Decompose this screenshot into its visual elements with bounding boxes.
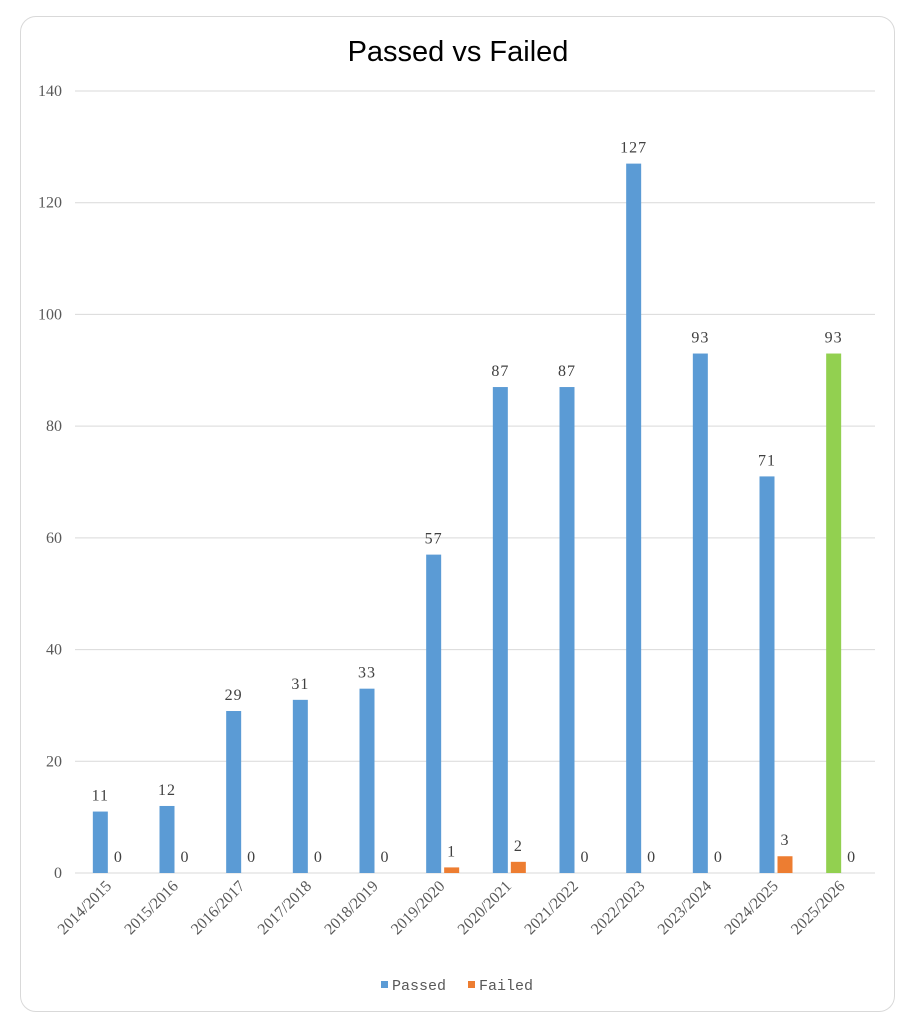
bar-passed [692, 353, 708, 873]
data-label-passed: 127 [620, 140, 647, 157]
legend-swatch-failed [468, 981, 475, 988]
data-label-failed: 2 [514, 838, 523, 855]
data-label-passed: 71 [758, 452, 776, 469]
bar-passed [92, 811, 108, 873]
data-label-passed: 12 [158, 782, 176, 799]
data-label-failed: 3 [781, 832, 790, 849]
data-label-failed: 0 [381, 849, 390, 866]
x-tick-label: 2017/2018 [255, 878, 315, 938]
bar-passed [492, 387, 508, 873]
data-label-failed: 0 [581, 849, 590, 866]
data-label-failed: 0 [847, 849, 856, 866]
bar-passed [559, 387, 575, 873]
bar-passed [359, 688, 375, 873]
bar-failed [510, 861, 526, 873]
x-tick-label: 2025/2026 [788, 878, 848, 938]
data-label-passed: 93 [691, 330, 709, 347]
x-tick-label: 2022/2023 [588, 878, 648, 938]
bar-failed [444, 867, 460, 873]
data-label-failed: 0 [714, 849, 723, 866]
bar-passed [159, 805, 175, 873]
bar-passed [759, 476, 775, 873]
x-tick-label: 2014/2015 [55, 878, 115, 938]
bar-passed [826, 353, 842, 873]
y-tick-label: 0 [54, 865, 62, 882]
y-tick-label: 20 [46, 753, 62, 770]
y-tick-label: 60 [46, 530, 62, 547]
y-tick-label: 100 [38, 306, 62, 323]
data-label-passed: 93 [825, 330, 843, 347]
data-label-passed: 33 [358, 665, 376, 682]
x-tick-label: 2015/2016 [121, 878, 181, 938]
y-tick-label: 140 [38, 83, 62, 100]
y-tick-label: 40 [46, 642, 62, 659]
data-label-failed: 0 [247, 849, 256, 866]
legend-swatch-passed [381, 981, 388, 988]
legend: Passed Failed [381, 978, 533, 995]
data-label-failed: 0 [181, 849, 190, 866]
data-label-passed: 57 [425, 531, 443, 548]
x-tick-label: 2024/2025 [721, 878, 781, 938]
data-label-passed: 87 [491, 363, 509, 380]
x-tick-label: 2016/2017 [188, 878, 248, 938]
bar-failed [777, 856, 793, 873]
data-label-failed: 0 [314, 849, 323, 866]
data-label-failed: 0 [114, 849, 123, 866]
legend-label-failed: Failed [479, 978, 533, 995]
bar-passed [626, 163, 642, 874]
legend-label-passed: Passed [392, 978, 446, 995]
x-tick-label: 2020/2021 [455, 878, 515, 938]
bar-passed [292, 699, 308, 873]
x-tick-label: 2019/2020 [388, 878, 448, 938]
data-label-passed: 11 [92, 788, 109, 805]
data-label-failed: 0 [647, 849, 656, 866]
x-tick-label: 2018/2019 [321, 878, 381, 938]
data-label-passed: 87 [558, 363, 576, 380]
data-label-passed: 29 [225, 687, 243, 704]
bar-passed [426, 554, 442, 873]
chart-title: Passed vs Failed [348, 36, 569, 68]
y-tick-label: 120 [38, 195, 62, 212]
x-tick-label: 2023/2024 [655, 878, 715, 938]
bar-passed [226, 711, 242, 873]
y-tick-label: 80 [46, 418, 62, 435]
x-tick-label: 2021/2022 [521, 878, 581, 938]
data-label-passed: 31 [291, 676, 309, 693]
data-label-failed: 1 [447, 843, 456, 860]
